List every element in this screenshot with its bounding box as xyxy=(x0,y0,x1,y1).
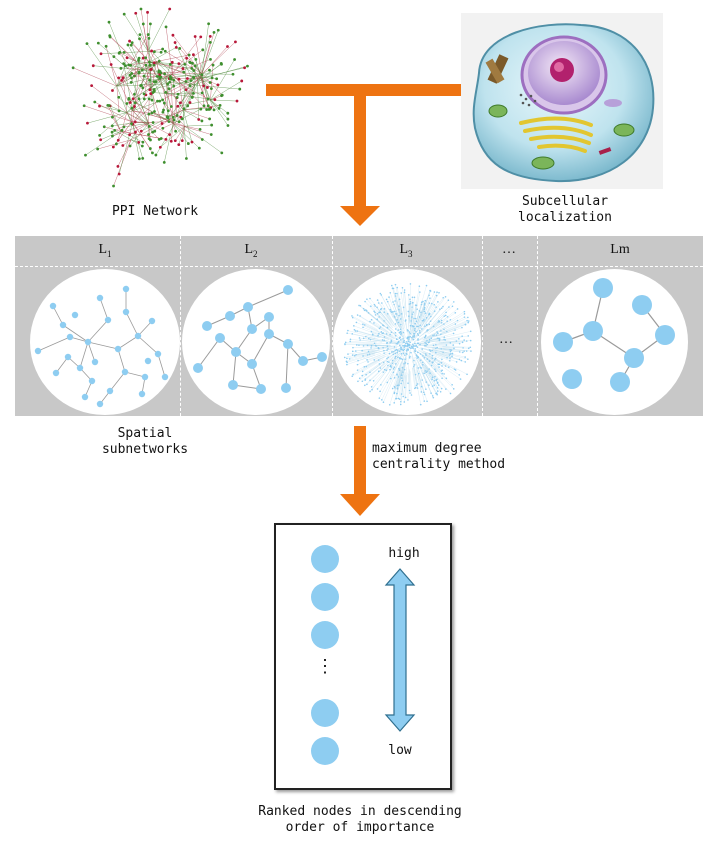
ranked-nodes-caption: Ranked nodes in descending order of impo… xyxy=(230,804,490,836)
ranked-node xyxy=(311,583,339,611)
spatial-line1: Spatial xyxy=(117,426,173,441)
spatial-subnetworks-label: Spatial subnetworks xyxy=(95,426,195,458)
layer-header-l2: L2 xyxy=(244,242,258,259)
ranked-line2: order of importance xyxy=(285,820,435,835)
layer-header-lm: Lm xyxy=(610,242,630,257)
high-label: high xyxy=(388,546,420,561)
layer-header-ellipsis: … xyxy=(502,242,516,257)
subcellular-line1: Subcellular xyxy=(521,194,609,209)
ranked-nodes-box: ⋮ high low xyxy=(274,523,452,790)
ranked-line1: Ranked nodes in descending xyxy=(258,804,462,819)
ppi-network-image xyxy=(71,7,249,188)
layer-header-l1: L1 xyxy=(98,242,112,259)
subcellular-line2: localization xyxy=(518,210,612,225)
ranked-node xyxy=(311,699,339,727)
column-divider xyxy=(180,236,181,416)
column-divider xyxy=(537,236,538,416)
method-line1: maximum degree xyxy=(372,441,482,456)
method-line2: centrality method xyxy=(372,457,506,472)
subnetwork-l1 xyxy=(30,269,180,415)
ranked-node xyxy=(311,545,339,573)
vertical-ellipsis: ⋮ xyxy=(316,656,334,677)
spatial-line2: subnetworks xyxy=(101,442,189,457)
column-divider xyxy=(482,236,483,416)
ellipsis-between-subnetworks: … xyxy=(499,332,513,347)
low-label: low xyxy=(388,743,412,758)
layer-header-l3: L3 xyxy=(399,242,413,259)
subcellular-localization-label: Subcellular localization xyxy=(500,194,630,226)
high-low-arrow xyxy=(384,568,416,732)
header-divider xyxy=(15,266,703,267)
method-label: maximum degree centrality method xyxy=(372,441,522,473)
subnetwork-l2 xyxy=(182,269,330,415)
column-divider xyxy=(332,236,333,416)
subnetwork-lm xyxy=(541,269,688,415)
ranked-node xyxy=(311,621,339,649)
cell-image xyxy=(461,13,663,189)
ranked-node xyxy=(311,737,339,765)
subnetwork-l3 xyxy=(333,269,481,415)
spatial-subnetworks-band: L1 L2 L3 … Lm xyxy=(15,236,703,416)
ppi-network-label: PPI Network xyxy=(111,204,199,219)
